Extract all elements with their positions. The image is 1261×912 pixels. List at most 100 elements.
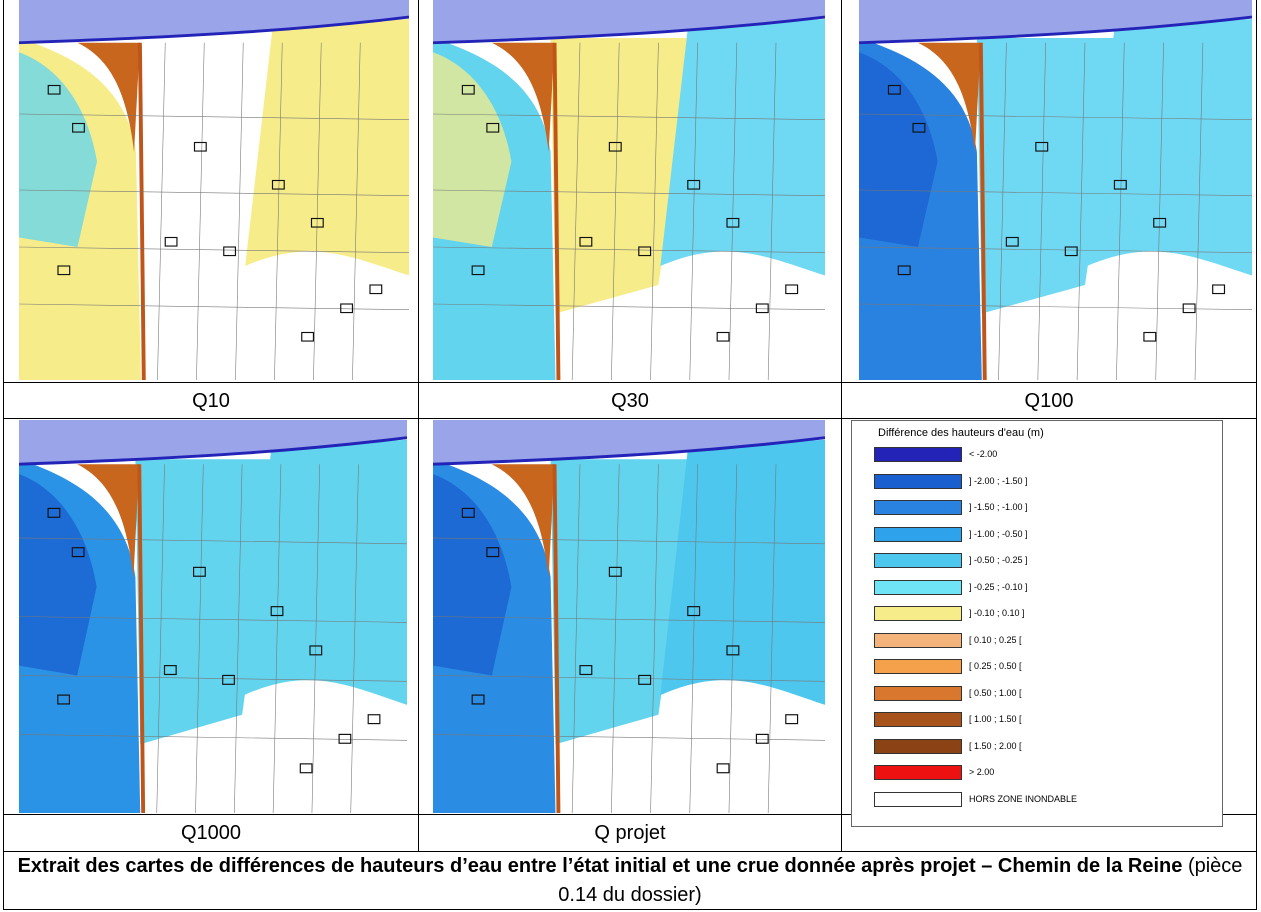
building (785, 284, 799, 295)
grid-line (1256, 0, 1257, 910)
map-q10 (19, 0, 409, 380)
building (71, 547, 85, 558)
parcel-line (311, 464, 320, 813)
map-q30 (433, 0, 825, 380)
parcel-line (19, 675, 407, 682)
figure-table: Q10 Q30 Q100 Q1000 Q projet Différence d… (3, 0, 1257, 910)
parcel-line (1037, 42, 1046, 380)
legend-label: ] -1.50 ; -1.00 ] (969, 502, 1028, 512)
legend-swatch (874, 765, 962, 780)
legend-label: ] -1.00 ; -0.50 ] (969, 528, 1028, 539)
legend-swatch (874, 738, 962, 754)
building (193, 566, 206, 577)
building (755, 733, 769, 744)
parcel-line (19, 113, 409, 120)
building (72, 122, 85, 133)
flood-zone-accent (433, 474, 512, 676)
flood-zone-accent (433, 52, 512, 247)
building (369, 284, 383, 295)
legend-swatch (874, 500, 962, 515)
building (1212, 284, 1226, 295)
building (223, 246, 237, 257)
parcel-line (998, 42, 1007, 380)
parcel-line (433, 189, 825, 196)
river-band (19, 420, 407, 465)
parcel-line (19, 189, 409, 196)
building (163, 665, 177, 676)
parcel-line (571, 42, 581, 380)
parcel-line (234, 464, 243, 813)
building (310, 217, 324, 228)
panel-label-q10: Q10 (192, 390, 230, 412)
building (1143, 331, 1157, 342)
building (887, 84, 901, 95)
building (338, 733, 352, 744)
building (687, 179, 701, 190)
parcel-line (313, 42, 322, 380)
building (270, 606, 284, 617)
legend-swatch (874, 447, 962, 462)
parcel-line (433, 246, 825, 253)
map-svg (433, 0, 825, 380)
river-edge (19, 436, 407, 466)
wedge-orange (491, 42, 555, 152)
parcel-line (19, 303, 409, 310)
legend-label: ] -0.10 ; 0.10 ] (969, 608, 1025, 618)
map-svg (19, 0, 409, 380)
flood-zone-right (245, 19, 409, 276)
parcel-line (157, 42, 166, 380)
flood-zone-right (1086, 19, 1252, 276)
parcel-line (433, 734, 825, 741)
parcel-line (433, 113, 825, 120)
parcel-line (235, 42, 244, 380)
legend-swatch (874, 473, 962, 489)
panel-label-q30: Q30 (611, 390, 649, 412)
building (1113, 179, 1127, 190)
building (486, 122, 500, 133)
flood-zone-right (660, 19, 825, 276)
building (461, 507, 475, 518)
legend-label: [ 0.25 ; 0.50 [ (969, 661, 1022, 671)
parcel-line (1155, 42, 1164, 380)
panel-label-q1000: Q1000 (180, 822, 242, 844)
building (1005, 236, 1019, 247)
panel-label-q100: Q100 (1024, 390, 1074, 412)
map-q100 (859, 0, 1252, 380)
parcel-line (650, 42, 659, 380)
building (271, 179, 285, 190)
legend-swatch (874, 526, 962, 542)
parcel-line (350, 464, 359, 813)
grid-line (3, 418, 1257, 419)
parcel-line (728, 42, 738, 380)
parcel-line (433, 616, 825, 623)
building (912, 122, 926, 133)
caption-bold: Extrait des cartes de différences de hau… (17, 855, 1183, 877)
building (897, 265, 911, 276)
caption-normal: (pièce 0.14 du dossier) (558, 855, 1243, 906)
building (716, 763, 730, 774)
legend-label: [ 1.00 ; 1.50 [ (969, 714, 1022, 724)
grid-line (841, 0, 842, 851)
building (301, 331, 315, 342)
parcel-line (19, 734, 407, 741)
drainage-channel (552, 464, 561, 813)
legend-title: Différence des hauteurs d'eau (m) (878, 427, 1044, 439)
parcel-line (19, 616, 407, 623)
river-band (433, 420, 825, 465)
drainage-channel (552, 42, 561, 380)
parcel-line (433, 303, 825, 310)
building (471, 265, 485, 276)
building (47, 84, 61, 95)
river-edge (859, 15, 1252, 45)
building (340, 303, 354, 314)
drainage-channel (137, 42, 146, 380)
parcel-line (272, 464, 282, 813)
parcel-line (433, 537, 825, 545)
building (193, 141, 207, 152)
map-q-projet (433, 420, 825, 813)
building (716, 331, 730, 342)
river-band (859, 0, 1252, 43)
parcel-line (859, 246, 1252, 253)
parcel-line (728, 464, 738, 813)
building (638, 246, 652, 257)
